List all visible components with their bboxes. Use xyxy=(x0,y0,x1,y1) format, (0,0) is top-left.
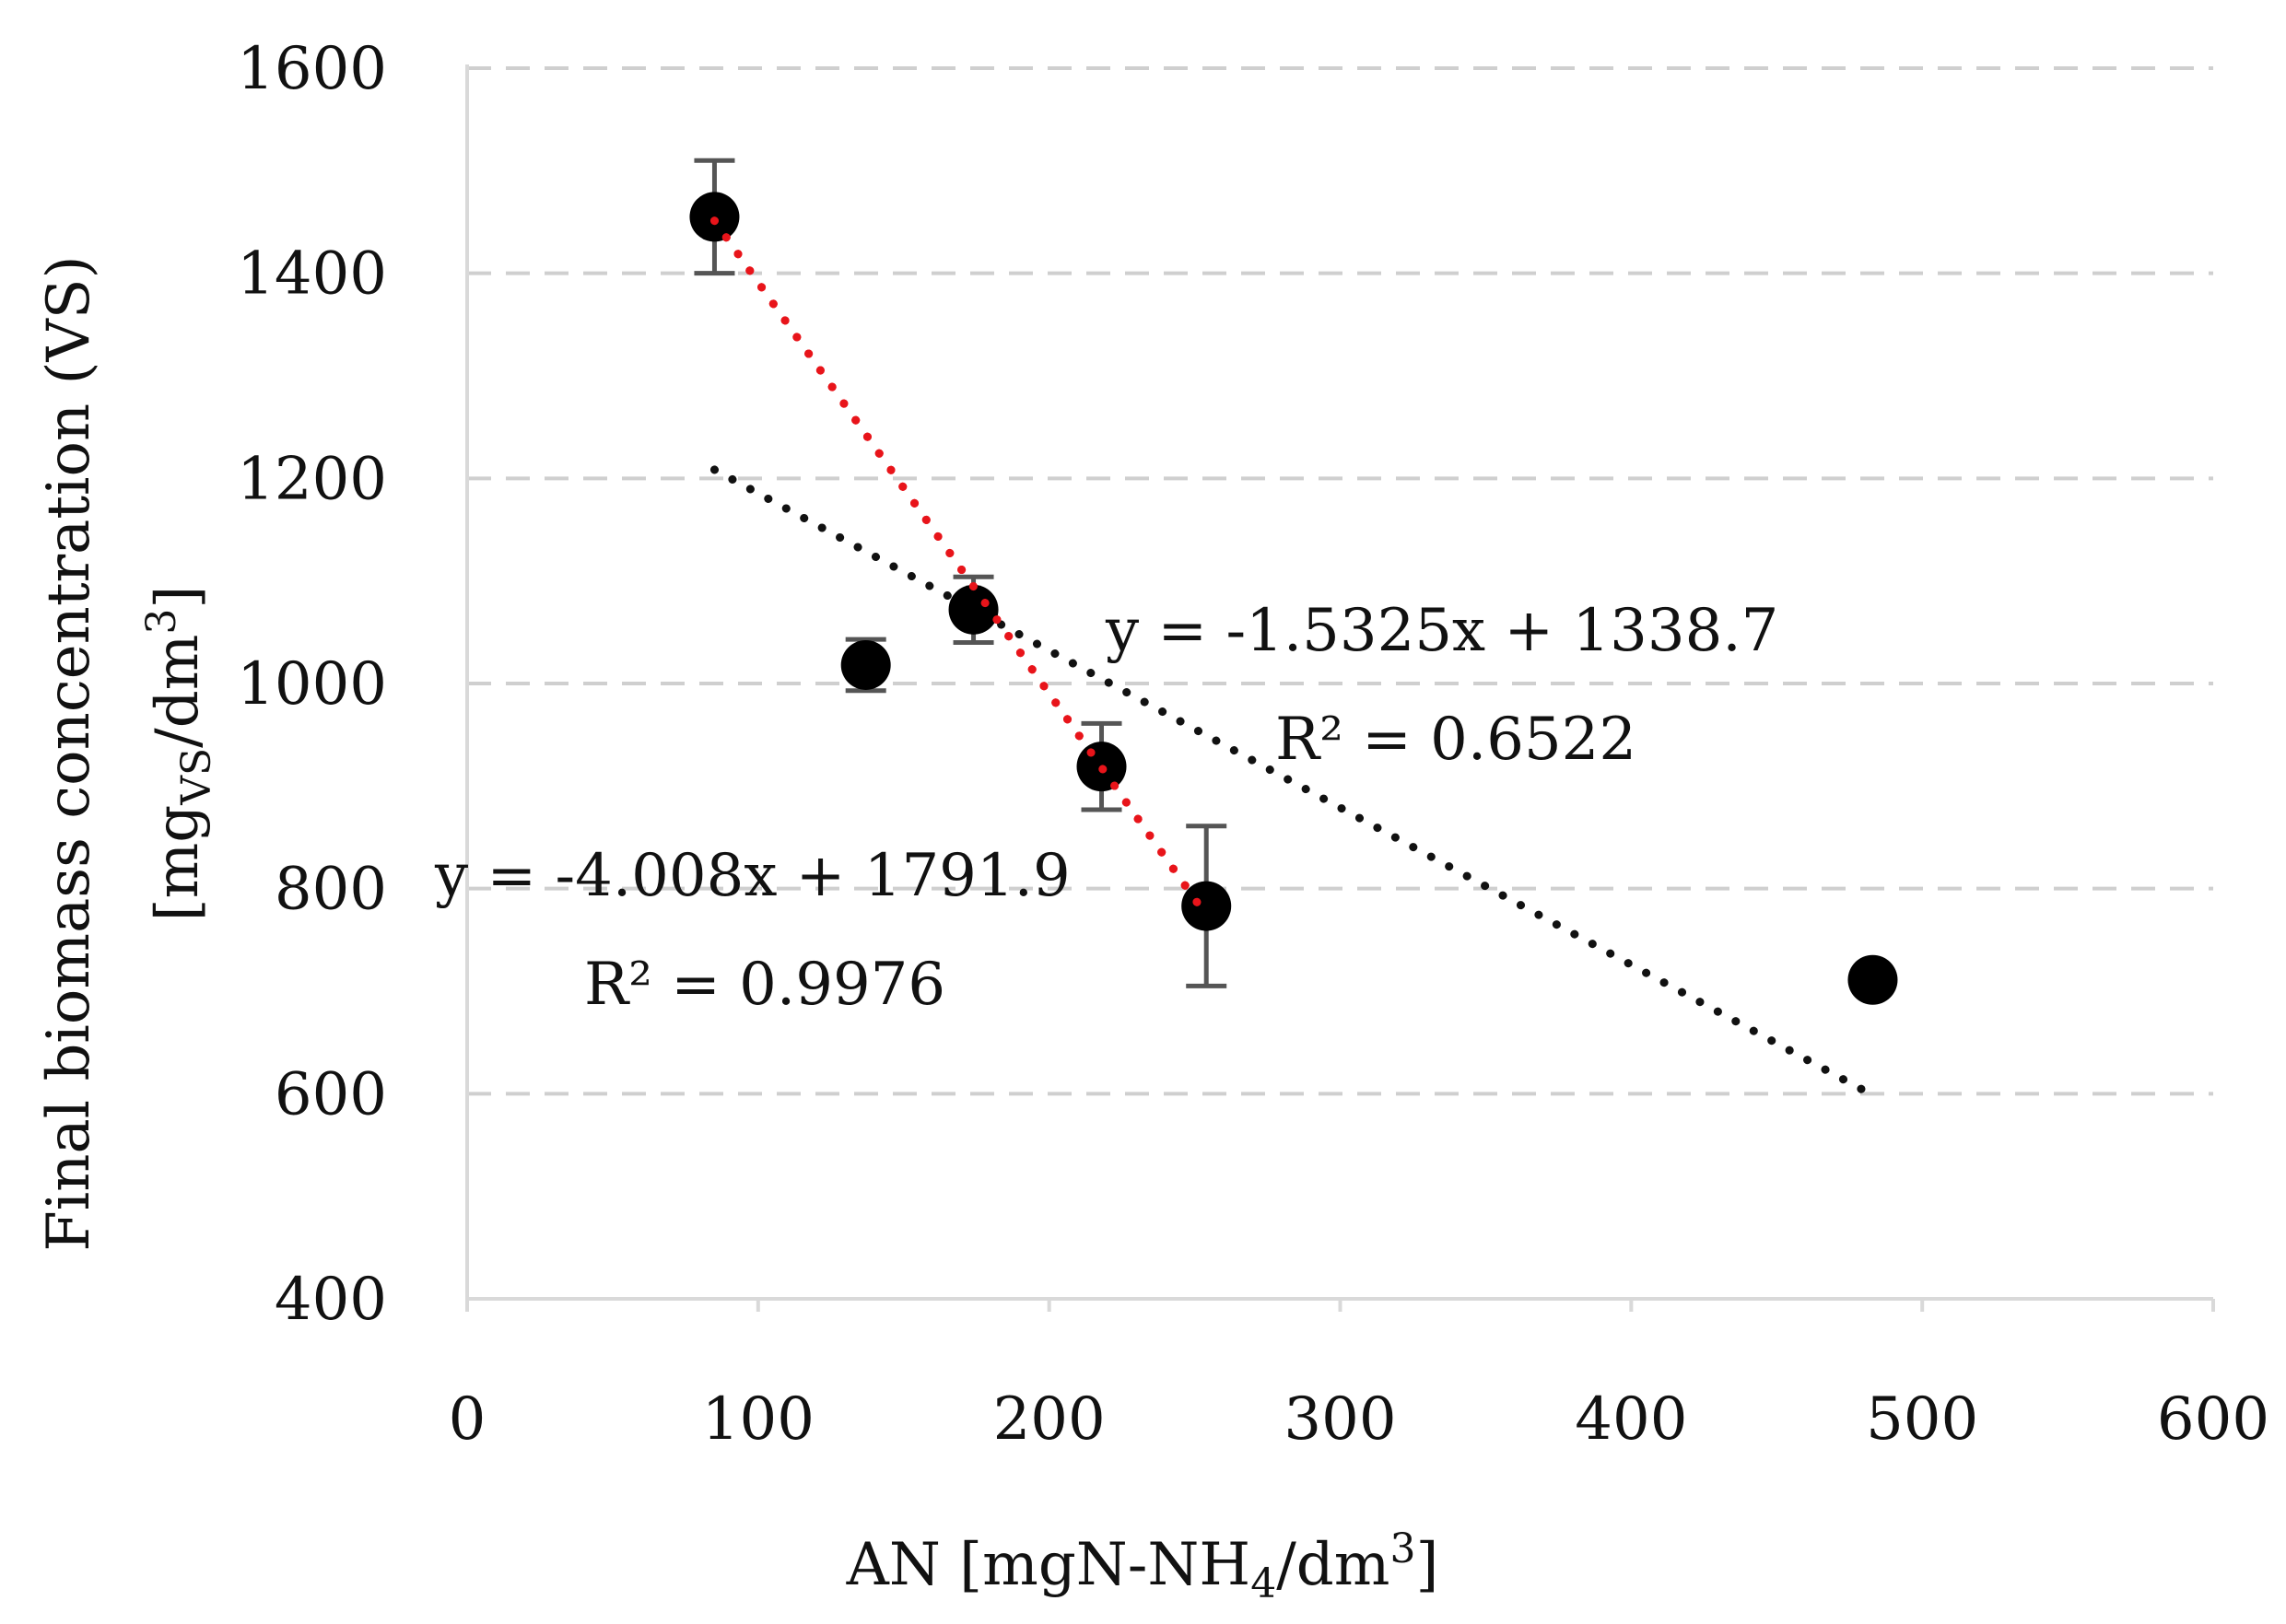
data-point xyxy=(1181,881,1232,931)
tick-labels: 0 100 200 300 400 500 600 400 600 800 1000 1200 1400… xyxy=(237,35,2269,1454)
y-axis-title-line2-sub: VS xyxy=(173,748,220,806)
y-tick-label: 1000 xyxy=(237,650,387,719)
x-tick-label: 400 xyxy=(1575,1385,1687,1454)
axes xyxy=(465,64,2215,1312)
trendline-1-r2: R² = 0.6522 xyxy=(1275,706,1636,774)
y-tick-label: 1400 xyxy=(237,240,387,309)
y-tick-label: 1200 xyxy=(237,445,387,513)
x-axis-title-suffix: ] xyxy=(1415,1531,1438,1599)
y-axis-title-line2-prefix: [mg xyxy=(144,805,212,922)
trendline-2-equation: y = -4.008x + 1791.9 xyxy=(434,842,1071,910)
data-point xyxy=(948,584,999,635)
trendline-2-r2: R² = 0.9976 xyxy=(584,951,945,1019)
y-gridlines xyxy=(467,66,2213,1096)
x-axis-title-sub: 4 xyxy=(1250,1560,1276,1607)
data-points xyxy=(689,192,1898,1005)
y-tick-label: 1600 xyxy=(237,35,387,103)
y-axis-title-line2-mid: /dm xyxy=(144,635,212,748)
x-tick-label: 500 xyxy=(1866,1385,1978,1454)
x-axis-title-sup: 3 xyxy=(1389,1525,1415,1572)
x-axis-title-mid: /dm xyxy=(1276,1531,1389,1599)
y-tick-label: 600 xyxy=(275,1060,387,1128)
data-point xyxy=(840,639,891,690)
x-tick-label: 100 xyxy=(702,1385,815,1454)
trendline-subset-overlay xyxy=(709,216,1211,920)
trendline-1-equation: y = -1.5325x + 1338.7 xyxy=(1105,597,1778,665)
y-axis-title-line1: Final biomass concentration (VS) xyxy=(35,255,103,1251)
trendline-all-points xyxy=(709,465,1877,1100)
data-point xyxy=(1847,954,1898,1005)
x-axis-title-prefix: AN [mgN-NH xyxy=(846,1531,1251,1599)
y-axis-title-line2-suffix: ] xyxy=(144,586,212,609)
x-tick-label: 200 xyxy=(993,1385,1106,1454)
y-axis-title-line2-sup: 3 xyxy=(138,609,185,635)
y-axis-title-line2: [mgVS/dm3] xyxy=(138,586,220,922)
x-tick-label: 0 xyxy=(449,1385,487,1454)
y-tick-label: 800 xyxy=(275,856,387,924)
x-axis-title: AN [mgN-NH4/dm3] xyxy=(846,1525,1439,1607)
x-tick-label: 300 xyxy=(1284,1385,1396,1454)
x-tick-label: 600 xyxy=(2157,1385,2269,1454)
y-tick-label: 400 xyxy=(275,1266,387,1334)
